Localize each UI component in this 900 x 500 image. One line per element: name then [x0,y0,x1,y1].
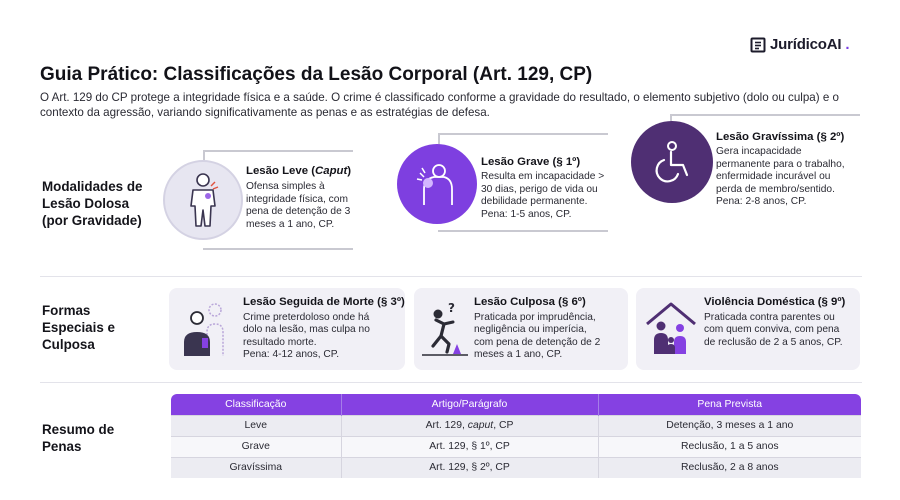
person-tripping-icon: ? [422,301,468,356]
grave-circle [397,144,477,224]
gravissima-circle [631,121,713,203]
leve-circle [163,160,243,240]
connector-gravissima [670,114,860,130]
brand-name: JurídicoAI [770,36,842,53]
family-house-icon [646,302,696,354]
table-row: Gravíssima Art. 129, § 2º, CP Reclusão, … [171,456,861,478]
column-header: Artigo/Parágrafo [341,394,599,415]
penas-table: Classificação Artigo/Parágrafo Pena Prev… [171,394,861,478]
grave-desc: Resulta em incapacidade > 30 dias, perig… [481,171,605,220]
cell-classificacao: Gravíssima [171,456,342,478]
connector-leve [203,150,353,168]
connector-grave-bottom [438,230,608,232]
card-culposa: ? Lesão Culposa (§ 6º) Praticada por imp… [414,288,628,370]
gravissima-desc: Gera incapacidade permanente para o trab… [716,146,845,207]
row-label-especiais: Formas Especiais e Culposa [42,303,115,352]
body-bruise-icon [190,173,219,227]
row-label-resumo: Resumo de Penas [42,422,115,454]
person-and-ghost-icon [184,303,224,356]
cell-pena: Reclusão, 1 a 5 anos [598,435,861,457]
grave-title: Lesão Grave (§ 1º) [481,156,581,168]
cell-pena: Reclusão, 2 a 8 anos [598,456,861,478]
leve-title: Lesão Leve (Caput) [246,165,352,177]
svg-text:?: ? [448,301,455,315]
brand-dot: . [845,36,850,53]
cell-pena: Detenção, 3 meses a 1 ano [598,414,861,436]
cell-artigo: Art. 129, § 2º, CP [341,456,599,478]
column-header: Classificação [171,394,342,415]
cell-classificacao: Grave [171,435,342,457]
row-label-dolosa: Modalidades de Lesão Dolosa (por Gravida… [42,179,143,228]
column-header: Pena Prevista [598,394,861,415]
wheelchair-icon [655,141,689,183]
table-row: Leve Art. 129, caput, CP Detenção, 3 mes… [171,414,861,436]
table-row: Grave Art. 129, § 1º, CP Reclusão, 1 a 5… [171,435,861,457]
injured-shoulder-icon [416,164,453,205]
cell-artigo: Art. 129, § 1º, CP [341,435,599,457]
divider-1 [40,276,862,277]
cell-classificacao: Leve [171,414,342,436]
connector-grave [438,133,608,151]
card-violencia-domestica: Violência Doméstica (§ 9º) Praticada con… [636,288,860,370]
table-header-row: Classificação Artigo/Parágrafo Pena Prev… [171,394,861,415]
document-logo-icon [750,37,766,52]
card-seguida-morte: Lesão Seguida de Morte (§ 3º) Crime pret… [169,288,405,370]
leve-desc: Ofensa simples à integridade física, com… [246,181,351,230]
connector-leve-bottom [203,248,353,250]
divider-2 [40,382,862,383]
brand-logo: JurídicoAI. [750,36,850,53]
gravissima-title: Lesão Gravíssima (§ 2º) [716,131,845,143]
page-title: Guia Prático: Classificações da Lesão Co… [40,64,593,85]
cell-artigo: Art. 129, caput, CP [341,414,599,436]
intro-text: O Art. 129 do CP protege a integridade f… [40,91,839,119]
